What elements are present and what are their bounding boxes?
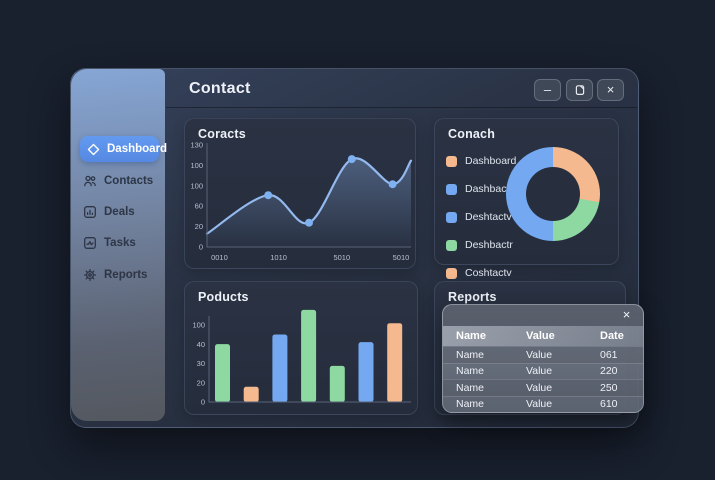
svg-text:0: 0	[201, 398, 205, 407]
table-cell: Name	[456, 398, 485, 411]
users-icon	[84, 175, 96, 187]
svg-text:130: 130	[190, 141, 203, 150]
table-body: Name Value 061 Name Value 220 Name Value 250 Name…	[443, 346, 643, 412]
legend-label: Deshbactr	[465, 239, 513, 251]
legend-label: Dashboard	[465, 155, 517, 167]
table-row[interactable]: Name Value 250	[443, 379, 643, 396]
donut-chart-panel: Conach Dashboard Dashbactr Deshtactv Deshba…	[434, 118, 619, 279]
sidebar-item-label: Contacts	[104, 175, 154, 187]
svg-text:30: 30	[197, 359, 205, 368]
svg-text:20: 20	[197, 378, 205, 387]
legend-item: Deshbactr	[446, 239, 516, 251]
table-cell: 061	[600, 348, 618, 361]
sidebar-item-deals[interactable]: Deals	[83, 205, 135, 219]
table-column-header: Value	[526, 330, 555, 342]
svg-text:0: 0	[199, 243, 203, 252]
panel-title: Reports	[448, 290, 497, 304]
table-column-header: Name	[456, 330, 486, 342]
legend-label: Deshtactv	[465, 211, 512, 223]
table-cell: Name	[456, 365, 485, 378]
table-row[interactable]: Name Value 220	[443, 362, 643, 380]
table-cell: 220	[600, 365, 618, 378]
legend-label: Dashbactr	[465, 183, 513, 195]
svg-text:1010: 1010	[270, 253, 287, 262]
legend-swatch	[446, 239, 457, 251]
maximize-button[interactable]	[566, 79, 593, 101]
sidebar-item-tasks[interactable]: Tasks	[83, 236, 136, 250]
minimize-button[interactable]: –	[534, 79, 561, 101]
reports-popup: × Name Value Date Name Value 061 Name Value 220…	[442, 304, 644, 413]
popup-titlebar: ×	[443, 305, 643, 326]
header-divider	[166, 107, 637, 108]
popup-close-button[interactable]: ×	[619, 308, 634, 322]
table-cell: Name	[456, 381, 485, 394]
close-icon: ×	[622, 307, 631, 322]
table-cell: Name	[456, 348, 485, 361]
legend-item: Coshtactv	[446, 267, 516, 279]
minimize-icon: –	[543, 82, 552, 97]
table-cell: Value	[526, 398, 553, 411]
table-cell: Value	[526, 365, 553, 378]
table-row[interactable]: Name Value 061	[443, 346, 643, 363]
panel-title: Poducts	[198, 290, 249, 304]
gear-icon	[83, 268, 97, 282]
svg-text:100: 100	[192, 321, 205, 330]
sidebar-item-dashboard[interactable]: Dashboard	[80, 136, 167, 162]
svg-text:0010: 0010	[211, 253, 228, 262]
restore-icon	[575, 85, 584, 96]
donut-chart	[506, 147, 600, 241]
legend-swatch	[446, 183, 457, 195]
sidebar-item-label: Tasks	[104, 237, 136, 249]
sidebar-item-label: Reports	[104, 269, 148, 281]
panel-title: Coracts	[198, 127, 246, 141]
legend-item: Dashbactr	[446, 183, 516, 195]
line-chart-panel: Coracts 130 100 100 60 20 0 0010 1010 5010 5010	[184, 118, 416, 269]
pulse-box-icon	[84, 237, 96, 249]
table-row[interactable]: Name Value 610	[443, 395, 643, 413]
table-column-header: Date	[600, 330, 624, 342]
sidebar-item-contacts[interactable]: Contacts	[83, 174, 153, 188]
svg-text:5010: 5010	[393, 253, 410, 262]
sidebar-item-label: Dashboard	[107, 143, 168, 155]
app-window: Dashboard Contacts Deals Tasks Reports C…	[70, 68, 644, 428]
close-button[interactable]: ×	[597, 79, 624, 101]
line-chart: 130 100 100 60 20 0 0010 1010 5010 5010	[190, 141, 413, 262]
chart-box-icon	[84, 206, 96, 218]
sidebar: Dashboard Contacts Deals Tasks Reports	[71, 69, 167, 421]
svg-text:100: 100	[190, 161, 203, 170]
legend-item: Deshtactv	[446, 211, 516, 223]
legend-label: Coshtactv	[465, 267, 512, 279]
table-cell: 250	[600, 381, 618, 394]
diamond-icon	[87, 143, 100, 155]
table-cell: Value	[526, 381, 553, 394]
donut-legend: Dashboard Dashbactr Deshtactv Deshbactr Cosh…	[446, 155, 516, 279]
sidebar-item-label: Deals	[104, 206, 135, 218]
sidebar-item-reports[interactable]: Reports	[83, 268, 147, 282]
page-title: Contact	[189, 80, 251, 97]
bar-chart: 100 40 30 20 0	[192, 309, 411, 407]
bar-chart-panel: Poducts 100 40 30 20 0	[184, 281, 418, 415]
table-cell: 610	[600, 398, 618, 411]
legend-swatch	[446, 155, 457, 167]
svg-text:40: 40	[197, 340, 205, 349]
svg-text:20: 20	[195, 222, 203, 231]
svg-text:100: 100	[190, 181, 203, 190]
legend-swatch	[446, 267, 457, 279]
legend-swatch	[446, 211, 457, 223]
legend-item: Dashboard	[446, 155, 516, 167]
svg-text:60: 60	[195, 202, 203, 211]
panel-title: Conach	[448, 127, 496, 141]
close-icon: ×	[606, 82, 615, 97]
table-header-row: Name Value Date	[443, 326, 643, 346]
table-cell: Value	[526, 348, 553, 361]
svg-text:5010: 5010	[333, 253, 350, 262]
